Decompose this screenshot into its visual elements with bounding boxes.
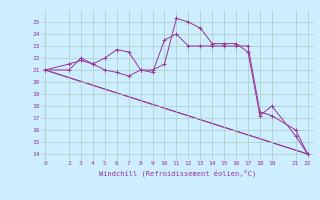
X-axis label: Windchill (Refroidissement éolien,°C): Windchill (Refroidissement éolien,°C)	[99, 169, 256, 177]
